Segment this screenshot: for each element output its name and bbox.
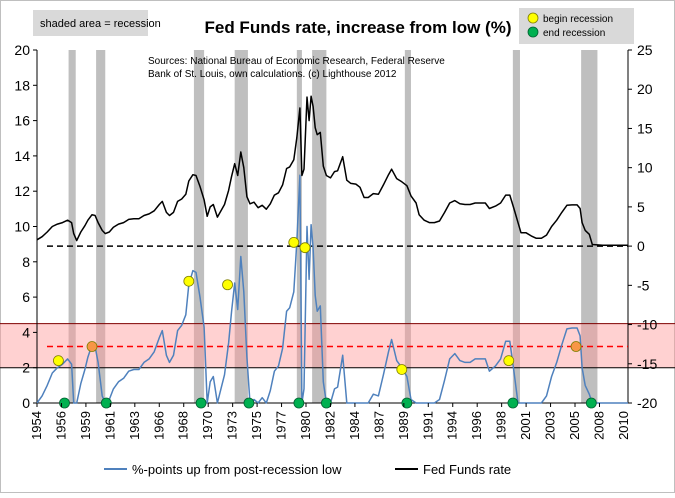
x-axis-tick-label-13: 1984 <box>347 411 362 440</box>
end-recession-marker-3 <box>243 397 255 409</box>
blue-series-line <box>36 174 628 404</box>
fed-funds-rate-line <box>36 95 628 247</box>
tick-label-layer: 0 2 4 6 8 10 12 14 16 18 20 -20 -15 -10 -5 0 5 10 15 20 25 19… <box>14 42 657 440</box>
x-axis-tick-label-8: 1973 <box>225 411 240 440</box>
x-axis-tick-label-22: 2005 <box>567 411 582 440</box>
left-axis-tick-label-2: 4 <box>22 324 30 340</box>
sources-line-2: Bank of St. Louis, own calculations. (c)… <box>148 69 397 80</box>
x-axis-tick-label-2: 1959 <box>78 411 93 440</box>
begin-recession-marker-1 <box>86 341 98 352</box>
left-axis-tick-label-8: 16 <box>14 113 30 129</box>
begin-recession-marker-7 <box>503 355 515 367</box>
right-axis-tick-label-9: 25 <box>637 42 653 58</box>
begin-recession-marker-4 <box>288 236 300 248</box>
begin-recession-marker-6 <box>396 364 408 375</box>
recession-bar-2 <box>193 50 205 403</box>
recession-bar-4 <box>296 50 302 403</box>
right-axis-tick-label-3: -5 <box>637 277 650 293</box>
x-axis-tick-label-15: 1989 <box>396 411 411 440</box>
end-recession-marker-5 <box>320 397 332 409</box>
black-series-legend-label: Fed Funds rate <box>423 462 511 477</box>
right-axis-tick-label-2: -10 <box>637 317 657 333</box>
left-axis-tick-label-7: 14 <box>14 148 30 164</box>
end-recession-marker-0 <box>59 397 70 409</box>
right-axis-tick-label-1: -15 <box>637 356 657 372</box>
begin-recession-marker-2 <box>183 275 195 287</box>
left-axis-tick-label-0: 0 <box>22 395 30 411</box>
left-axis-tick-label-9: 18 <box>14 77 30 93</box>
x-axis-tick-label-14: 1987 <box>371 411 386 440</box>
shaded-area-label: shaded area = recession <box>40 18 161 30</box>
x-axis-tick-label-11: 1980 <box>298 411 313 440</box>
x-axis-tick-label-10: 1977 <box>274 411 289 440</box>
sources-line-1: Sources: National Bureau of Economic Res… <box>148 56 445 67</box>
x-axis-tick-label-23: 2008 <box>591 411 606 440</box>
x-axis-tick-label-21: 2003 <box>543 411 558 440</box>
right-axis-tick-label-7: 15 <box>637 120 653 136</box>
x-axis-tick-label-19: 1998 <box>494 411 509 440</box>
end-recession-marker-8 <box>585 397 597 409</box>
marker-legend-box: begin recession end recession <box>519 8 634 44</box>
series-legend: %-points up from post-recession low Fed … <box>104 462 511 477</box>
recession-bar-7 <box>512 50 520 403</box>
begin-recession-marker-8 <box>570 341 582 352</box>
begin-recession-marker-5 <box>299 242 311 254</box>
x-axis-tick-label-24: 2010 <box>616 411 631 440</box>
series-layer <box>36 95 628 404</box>
left-axis-tick-label-3: 6 <box>22 289 30 305</box>
x-axis-tick-label-1: 1956 <box>53 411 68 440</box>
right-axis-tick-label-4: 0 <box>637 238 645 254</box>
end-recession-marker-4 <box>293 397 305 409</box>
begin-recession-legend-label: begin recession <box>543 14 613 25</box>
red-band <box>0 323 675 368</box>
x-axis-tick-label-16: 1991 <box>420 411 435 440</box>
end-recession-legend-label: end recession <box>543 28 605 39</box>
recession-bar-6 <box>404 50 411 403</box>
left-axis-tick-label-6: 12 <box>14 183 30 199</box>
left-axis-tick-label-10: 20 <box>14 42 30 58</box>
x-axis-tick-label-17: 1994 <box>445 411 460 440</box>
chart-title: Fed Funds rate, increase from low (%) <box>204 18 511 37</box>
x-axis-tick-label-6: 1968 <box>176 411 191 440</box>
begin-recession-marker-3 <box>222 279 233 291</box>
end-recession-marker-7 <box>507 397 519 409</box>
right-axis-tick-label-6: 10 <box>637 160 653 176</box>
shaded-label-box: shaded area = recession <box>33 10 161 36</box>
x-axis-tick-label-4: 1963 <box>127 411 142 440</box>
left-axis-tick-label-5: 10 <box>14 219 30 235</box>
x-axis-tick-label-18: 1996 <box>469 411 484 440</box>
x-axis-tick-label-3: 1961 <box>102 411 117 440</box>
marker-layer <box>52 236 597 409</box>
x-axis-tick-label-9: 1975 <box>249 411 264 440</box>
begin-recession-marker-0 <box>52 355 64 367</box>
x-axis-tick-label-20: 2001 <box>518 411 533 440</box>
x-axis-tick-label-5: 1966 <box>151 411 166 440</box>
begin-recession-legend-marker <box>527 12 539 24</box>
x-axis-tick-label-12: 1982 <box>322 411 337 440</box>
red-band-layer <box>0 323 675 369</box>
recession-bar-8 <box>581 50 598 403</box>
end-recession-marker-1 <box>100 397 112 409</box>
left-axis-tick-label-1: 2 <box>22 360 30 376</box>
right-axis-tick-label-0: -20 <box>637 395 657 411</box>
x-axis-tick-label-0: 1954 <box>29 411 44 440</box>
right-axis-tick-label-8: 20 <box>637 81 653 97</box>
end-recession-legend-marker <box>527 26 539 38</box>
blue-series-legend-label: %-points up from post-recession low <box>132 462 342 477</box>
right-axis-tick-label-5: 5 <box>637 199 645 215</box>
end-recession-marker-2 <box>195 397 207 409</box>
left-axis-tick-label-4: 8 <box>22 254 30 270</box>
recession-bar-5 <box>312 50 327 403</box>
x-axis-tick-label-7: 1970 <box>200 411 215 440</box>
end-recession-marker-6 <box>401 397 413 409</box>
